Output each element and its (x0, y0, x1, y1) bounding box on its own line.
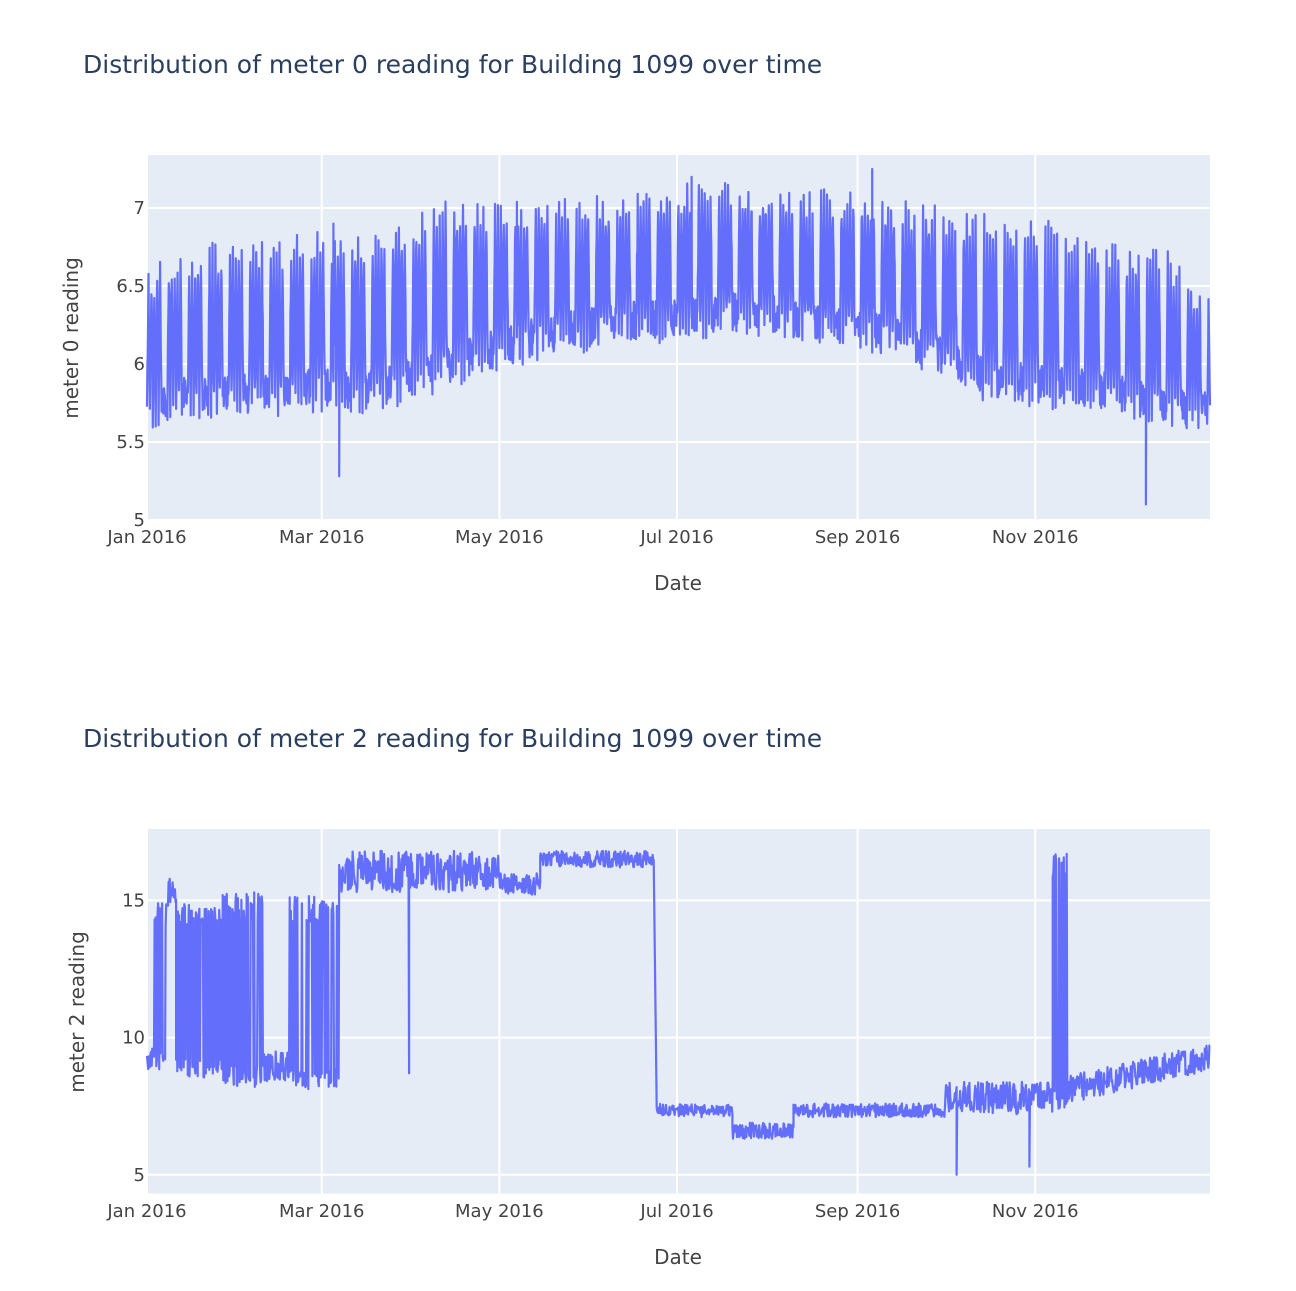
meter-2-chart-svg: Distribution of meter 2 reading for Buil… (65, 724, 1211, 1269)
x-tick-label: Jan 2016 (106, 527, 186, 548)
x-tick-label: Jul 2016 (639, 1201, 713, 1222)
chart-title: Distribution of meter 2 reading for Buil… (83, 724, 822, 753)
x-axis-title: Date (654, 1245, 702, 1269)
x-tick-label: Jan 2016 (106, 1201, 186, 1222)
meter-0-chart-svg: Distribution of meter 0 reading for Buil… (59, 50, 1212, 595)
series-meter-0 (145, 167, 1212, 506)
x-axis-title: Date (654, 571, 702, 595)
y-axis-title: meter 2 reading (65, 931, 89, 1093)
chart-title: Distribution of meter 0 reading for Buil… (83, 50, 822, 79)
y-axis-ticks: 5 10 15 (122, 890, 145, 1185)
y-tick-label: 6.5 (116, 276, 145, 297)
x-tick-label: Jul 2016 (639, 527, 713, 548)
x-axis-ticks: Jan 2016 Mar 2016 May 2016 Jul 2016 Sep 2016… (106, 1201, 1078, 1222)
y-axis-ticks: 5 5.5 6 6.5 7 (116, 198, 145, 531)
y-tick-label: 5.5 (116, 432, 145, 453)
x-tick-label: Nov 2016 (992, 527, 1079, 548)
x-tick-label: May 2016 (455, 1201, 544, 1222)
x-tick-label: Mar 2016 (279, 527, 365, 548)
meter-2-chart: Distribution of meter 2 reading for Buil… (0, 674, 1296, 1291)
meter-0-chart: Distribution of meter 0 reading for Buil… (0, 0, 1296, 640)
y-axis-title: meter 0 reading (59, 257, 83, 419)
x-tick-label: Sep 2016 (815, 527, 900, 548)
y-tick-label: 15 (122, 890, 145, 911)
x-tick-label: Mar 2016 (279, 1201, 365, 1222)
series-line (145, 167, 1212, 506)
y-tick-label: 5 (134, 510, 145, 531)
x-axis-ticks: Jan 2016 Mar 2016 May 2016 Jul 2016 Sep 2016… (106, 527, 1078, 548)
x-tick-label: Sep 2016 (815, 1201, 900, 1222)
y-tick-label: 5 (134, 1165, 145, 1186)
x-tick-label: May 2016 (455, 527, 544, 548)
y-tick-label: 7 (134, 198, 145, 219)
series-line (145, 849, 1211, 1176)
series-meter-2 (145, 849, 1211, 1176)
y-tick-label: 10 (122, 1028, 145, 1049)
x-tick-label: Nov 2016 (992, 1201, 1079, 1222)
y-tick-label: 6 (134, 354, 145, 375)
